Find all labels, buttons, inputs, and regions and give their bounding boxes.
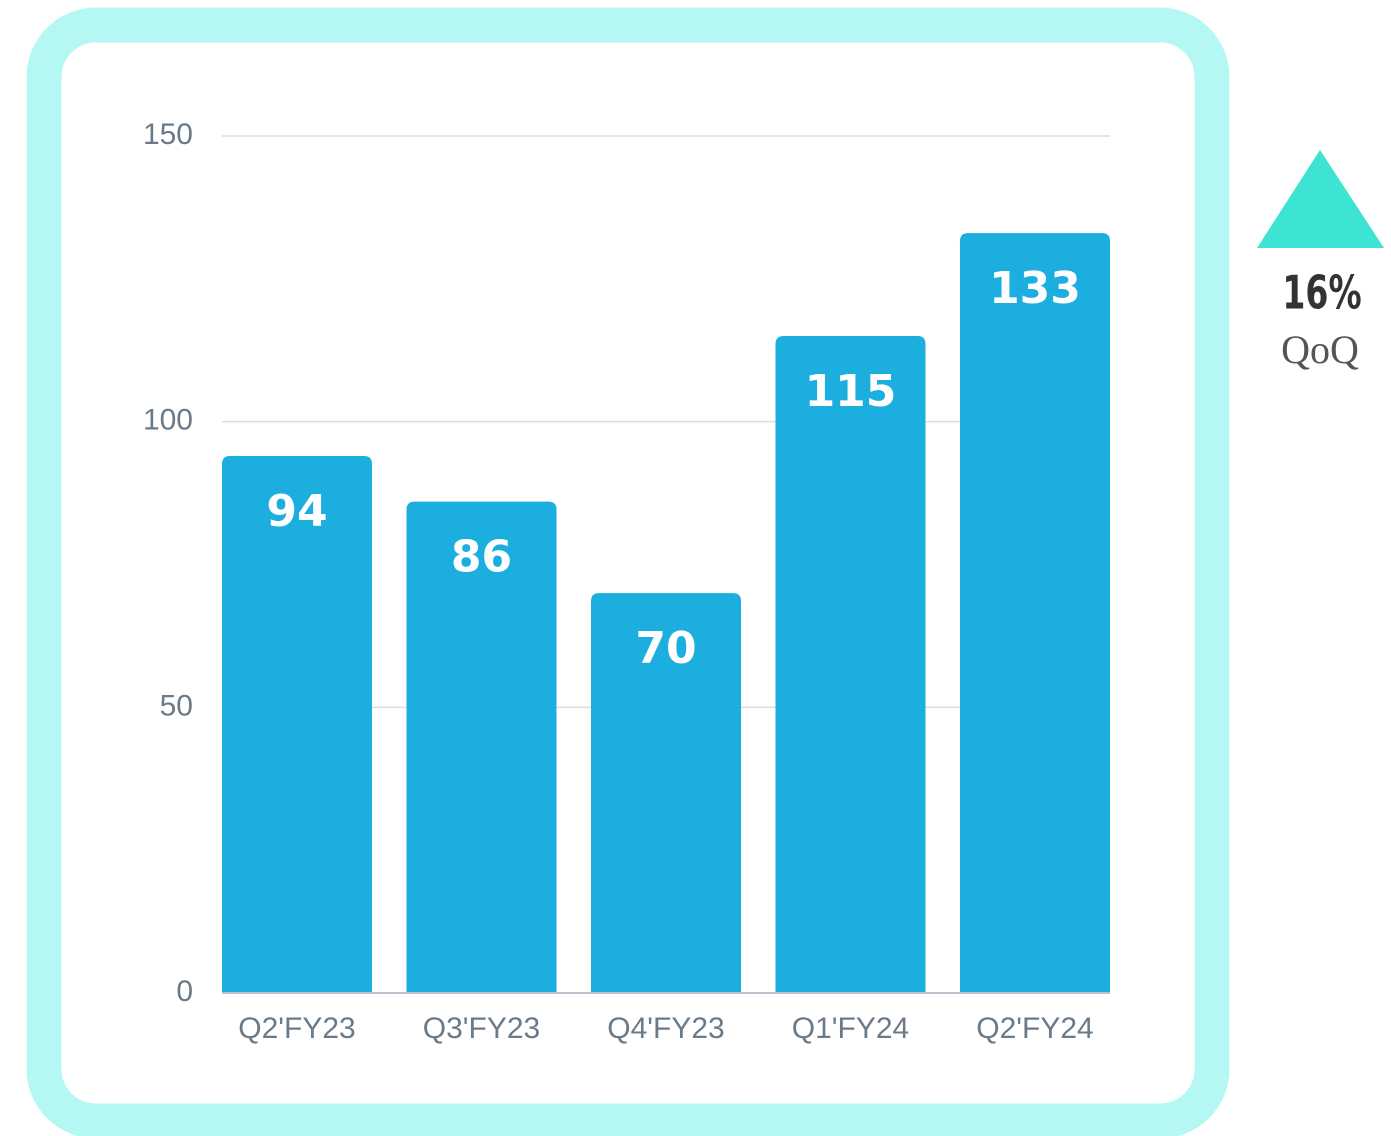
x-tick-label: Q4'FY23 [607,1012,724,1045]
change-sublabel: QoQ [1281,327,1359,372]
value-label: 70 [635,623,696,674]
bar [222,455,372,993]
y-tick-label: 0 [176,975,193,1008]
value-label: 115 [805,366,897,417]
bar [775,335,926,993]
bar [406,501,557,993]
value-label: 86 [451,532,512,583]
y-tick-label: 100 [143,404,193,437]
change-label: 16% [1282,267,1361,320]
x-tick-label: Q1'FY24 [792,1012,909,1045]
bar [960,233,1110,994]
bar [591,593,741,993]
x-tick-label: Q2'FY24 [976,1012,1093,1045]
y-tick-label: 150 [143,118,193,151]
x-tick-label: Q3'FY23 [423,1012,540,1045]
value-label: 94 [266,486,327,537]
y-tick-label: 50 [160,689,193,722]
value-label: 133 [989,263,1081,314]
up-indicator [1257,150,1384,248]
x-tick-label: Q2'FY23 [238,1012,355,1045]
